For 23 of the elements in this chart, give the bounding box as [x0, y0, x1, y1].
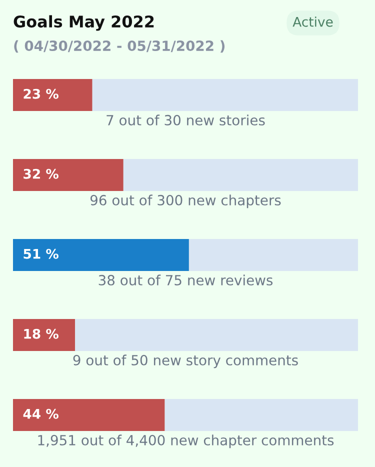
y-tick-label: 96 out of 300 new chapters — [90, 194, 281, 208]
y-tick-label: 7 out of 30 new stories — [106, 114, 265, 126]
y-tick-label: 9 out of 50 new story comments — [73, 354, 298, 368]
bar — [13, 239, 189, 271]
bar — [13, 319, 76, 351]
bar — [13, 399, 165, 431]
data-label: 18 % — [24, 328, 58, 339]
y-tick-label: 1,951 out of 4,400 new chapter comments — [38, 434, 334, 448]
text: Active — [292, 16, 333, 27]
bar — [13, 159, 124, 191]
chart-title: Goals May 2022 — [14, 15, 154, 31]
bar — [164, 399, 358, 431]
data-label: 23 % — [24, 88, 58, 99]
data-label: 44 % — [23, 408, 58, 419]
data-label: 32 % — [24, 168, 58, 179]
chart-subtitle: ( 04/30/2022 - 05/31/2022 ) — [14, 40, 225, 53]
bar — [188, 239, 358, 271]
data-label: 51 % — [24, 248, 58, 259]
bar — [92, 79, 358, 111]
bar — [13, 79, 92, 111]
bar — [75, 319, 358, 351]
bar — [123, 159, 358, 191]
y-tick-label: 38 out of 75 new reviews — [98, 274, 273, 286]
